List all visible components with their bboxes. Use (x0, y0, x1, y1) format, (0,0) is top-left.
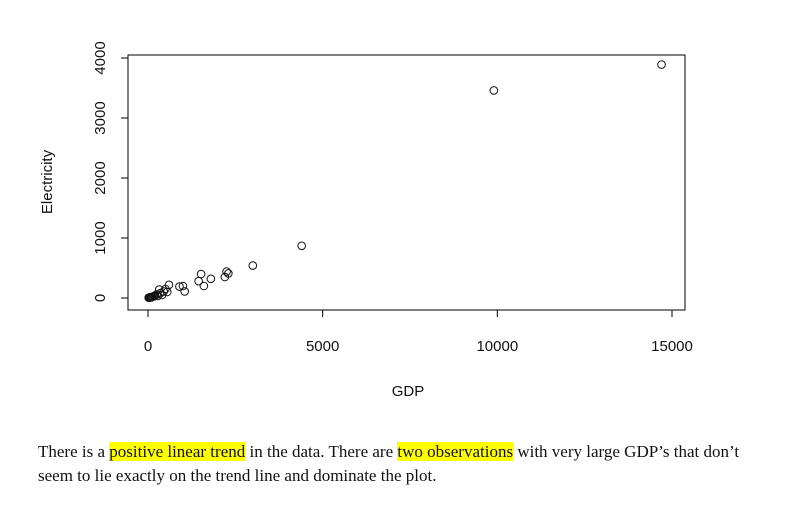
y-tick-label: 2000 (92, 161, 109, 194)
data-point (199, 281, 209, 291)
data-point (180, 287, 189, 296)
data-point (164, 280, 174, 290)
data-points (144, 60, 666, 303)
data-point (150, 291, 160, 300)
y-tick-label: 4000 (92, 41, 109, 74)
caption-part-2: in the data. There are (245, 442, 398, 461)
y-tick-label: 3000 (92, 101, 109, 134)
scatter-plot: 0 5000 10000 15000 0 1000 2000 3000 4000 GDP El… (39, 41, 693, 400)
data-point (175, 282, 184, 291)
x-tick-label: 5000 (306, 338, 339, 355)
x-tick-label: 15000 (651, 338, 693, 355)
data-point (152, 290, 162, 299)
data-point (178, 281, 188, 291)
y-axis-title: Electricity (39, 149, 56, 214)
data-point (224, 269, 233, 278)
x-tick-label: 10000 (476, 338, 518, 355)
x-axis-title: GDP (392, 383, 425, 400)
data-point (657, 60, 666, 69)
highlight-trend: positive linear trend (109, 442, 246, 461)
data-point (206, 274, 216, 284)
x-tick-label: 0 (144, 338, 152, 355)
data-point (489, 86, 499, 95)
caption-part-1: There is a (38, 442, 110, 461)
data-point (159, 287, 169, 296)
data-point (297, 241, 307, 251)
caption-part-3: with very large GDP’s that don’t seem to… (38, 442, 740, 485)
data-point (153, 291, 163, 301)
data-point (248, 261, 258, 270)
y-axis: 0 1000 2000 3000 4000 (92, 41, 129, 302)
data-point (154, 285, 164, 294)
data-point (222, 267, 231, 276)
highlight-observations: two observations (397, 442, 514, 461)
x-axis: 0 5000 10000 15000 (144, 309, 693, 355)
y-tick-label: 0 (92, 294, 109, 302)
plot-frame (127, 54, 686, 311)
y-tick-label: 1000 (92, 221, 109, 254)
caption-text: There is a positive linear trend in the … (38, 440, 778, 488)
data-point (196, 269, 206, 279)
